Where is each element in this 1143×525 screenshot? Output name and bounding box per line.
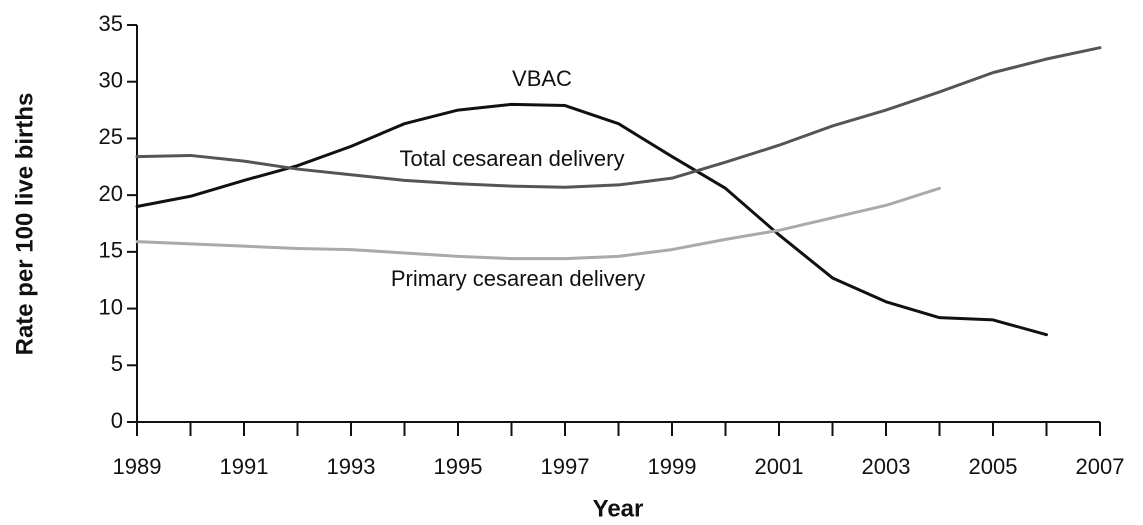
- series-label: Primary cesarean delivery: [391, 266, 645, 291]
- x-tick-label: 1999: [648, 454, 697, 479]
- series-label: Total cesarean delivery: [399, 146, 624, 171]
- y-tick-label: 30: [99, 68, 123, 93]
- y-axis-title: Rate per 100 live births: [11, 93, 38, 356]
- y-tick-label: 20: [99, 181, 123, 206]
- y-tick-label: 15: [99, 238, 123, 263]
- y-tick-label: 25: [99, 124, 123, 149]
- x-tick-label: 1995: [434, 454, 483, 479]
- x-tick-label: 1989: [113, 454, 162, 479]
- y-tick-label: 5: [111, 351, 123, 376]
- x-tick-label: 1993: [327, 454, 376, 479]
- x-tick-label: 1997: [541, 454, 590, 479]
- x-tick-label: 2001: [755, 454, 804, 479]
- series-line: [135, 186, 941, 261]
- x-tick-label: 1991: [220, 454, 269, 479]
- series-line: [135, 102, 1048, 337]
- series-label: VBAC: [512, 66, 572, 91]
- y-tick-label: 35: [99, 11, 123, 36]
- series-line: [135, 46, 1102, 189]
- x-axis-title: Year: [593, 495, 644, 522]
- x-tick-label: 2007: [1076, 454, 1125, 479]
- x-tick-label: 2005: [969, 454, 1018, 479]
- y-tick-label: 0: [111, 408, 123, 433]
- x-tick-label: 2003: [862, 454, 911, 479]
- y-tick-label: 10: [99, 294, 123, 319]
